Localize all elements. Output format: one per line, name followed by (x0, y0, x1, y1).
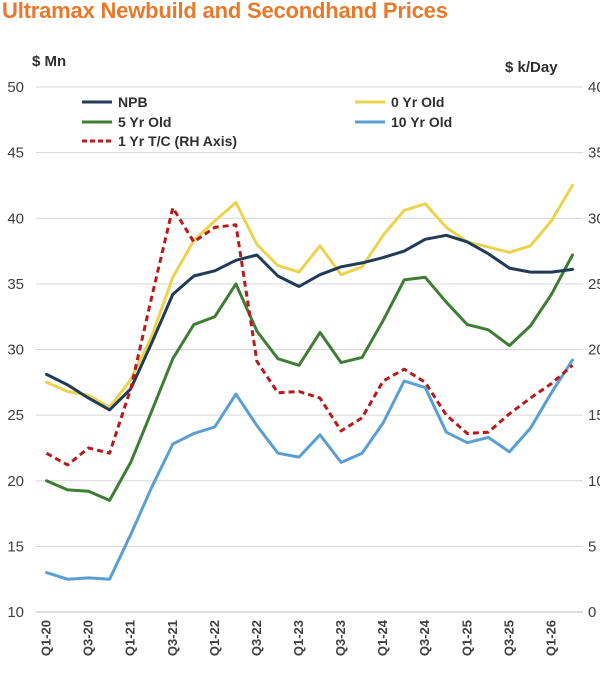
x-tick-label: Q3-20 (81, 620, 96, 656)
y-tick-left: 20 (7, 473, 24, 490)
series-lines (45, 183, 574, 581)
x-tick-label: Q3-25 (501, 620, 516, 656)
y-tick-left: 50 (7, 79, 24, 96)
series-line-1-yr-t-c-rh-axis (45, 206, 574, 467)
y-tick-right: 40 (588, 79, 600, 96)
axes: 10 15 20 25 30 35 40 45 50 0 5 10 15 20 25 30 35 40 Q1-20 Q… (7, 79, 600, 656)
y-tick-left: 10 (7, 604, 24, 621)
legend-label-10-yr-old: 10 Yr Old (391, 114, 452, 130)
x-tick-label: Q3-23 (333, 620, 348, 656)
x-tick-label: Q1-25 (459, 620, 474, 656)
y-tick-right: 30 (588, 210, 600, 227)
legend-label-0-yr-old: 0 Yr Old (391, 94, 444, 110)
y-tick-left: 40 (7, 210, 24, 227)
series-line-0-yr-old (45, 183, 574, 409)
x-tick-label: Q1-20 (39, 620, 54, 656)
x-tick-label: Q3-24 (417, 619, 432, 656)
x-tick-label: Q3-22 (249, 620, 264, 656)
y-tick-right: 5 (588, 538, 596, 555)
x-tick-label: Q1-22 (207, 620, 222, 656)
series-line-10-yr-old (45, 358, 574, 581)
x-tick-label: Q3-21 (165, 620, 180, 656)
y-tick-left: 30 (7, 342, 24, 359)
y-tick-left: 35 (7, 276, 24, 293)
x-tick-label: Q1-26 (543, 620, 558, 656)
legend-label-npb: NPB (118, 94, 148, 110)
series-line-5-yr-old (45, 253, 574, 502)
x-tick-label: Q1-23 (291, 620, 306, 656)
y-tick-right: 0 (588, 604, 596, 621)
y-tick-left: 45 (7, 145, 24, 162)
legend-label-1-yr-t-c-rh-axis: 1 Yr T/C (RH Axis) (118, 133, 237, 149)
x-tick-label: Q1-24 (375, 619, 390, 656)
x-tick-label: Q1-21 (123, 620, 138, 656)
y-tick-left: 25 (7, 407, 24, 424)
chart-title: Ultramax Newbuild and Secondhand Prices (2, 0, 448, 23)
legend-label-5-yr-old: 5 Yr Old (118, 114, 171, 130)
series-line-npb (45, 233, 574, 412)
y-tick-right: 35 (588, 145, 600, 162)
y-tick-left: 15 (7, 538, 24, 555)
left-axis-unit: $ Mn (32, 53, 66, 70)
legend: NPB 0 Yr Old 5 Yr Old 10 Yr Old 1 Yr T/C (RH… (82, 94, 452, 149)
y-tick-right: 10 (588, 473, 600, 490)
right-axis-unit: $ k/Day (505, 59, 558, 76)
y-tick-right: 15 (588, 407, 600, 424)
y-tick-right: 25 (588, 276, 600, 293)
y-tick-right: 20 (588, 342, 600, 359)
